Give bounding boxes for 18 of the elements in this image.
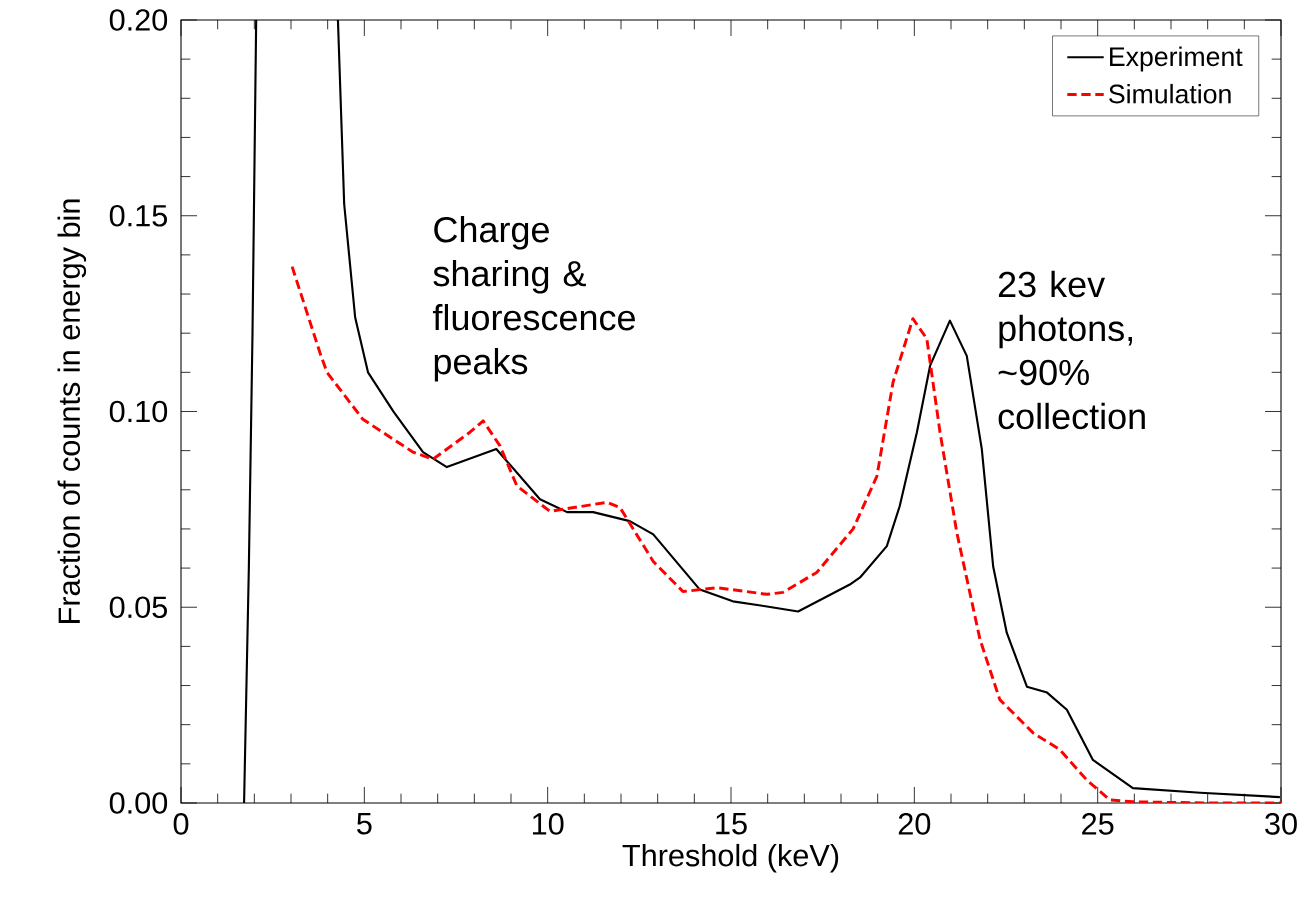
- x-tick-label: 15: [716, 813, 747, 835]
- y-tick-label: 0.05: [109, 596, 167, 619]
- x-tick-label: 10: [532, 813, 564, 835]
- y-axis-title: Fraction of counts in energy bin: [57, 199, 87, 623]
- annotation: Charge sharing & fluorescence peaks: [432, 215, 635, 382]
- y-tick-label: 0.10: [109, 400, 168, 423]
- legend-label: Simulation: [1109, 83, 1231, 104]
- legend-label: Experiment: [1110, 46, 1243, 72]
- x-tick-label: 0: [173, 813, 189, 835]
- annotation: 23 kev photons, ~90% collection: [998, 270, 1145, 430]
- y-tick-label: 0.20: [109, 9, 168, 31]
- x-tick-label: 30: [1265, 813, 1297, 835]
- x-axis-title: Threshold (keV): [622, 843, 839, 873]
- y-tick-label: 0.15: [109, 204, 167, 227]
- x-tick-label: 25: [1082, 813, 1114, 835]
- x-tick-label: 5: [357, 813, 372, 835]
- y-tick-label: 0.00: [109, 792, 168, 814]
- x-tick-label: 20: [898, 813, 931, 835]
